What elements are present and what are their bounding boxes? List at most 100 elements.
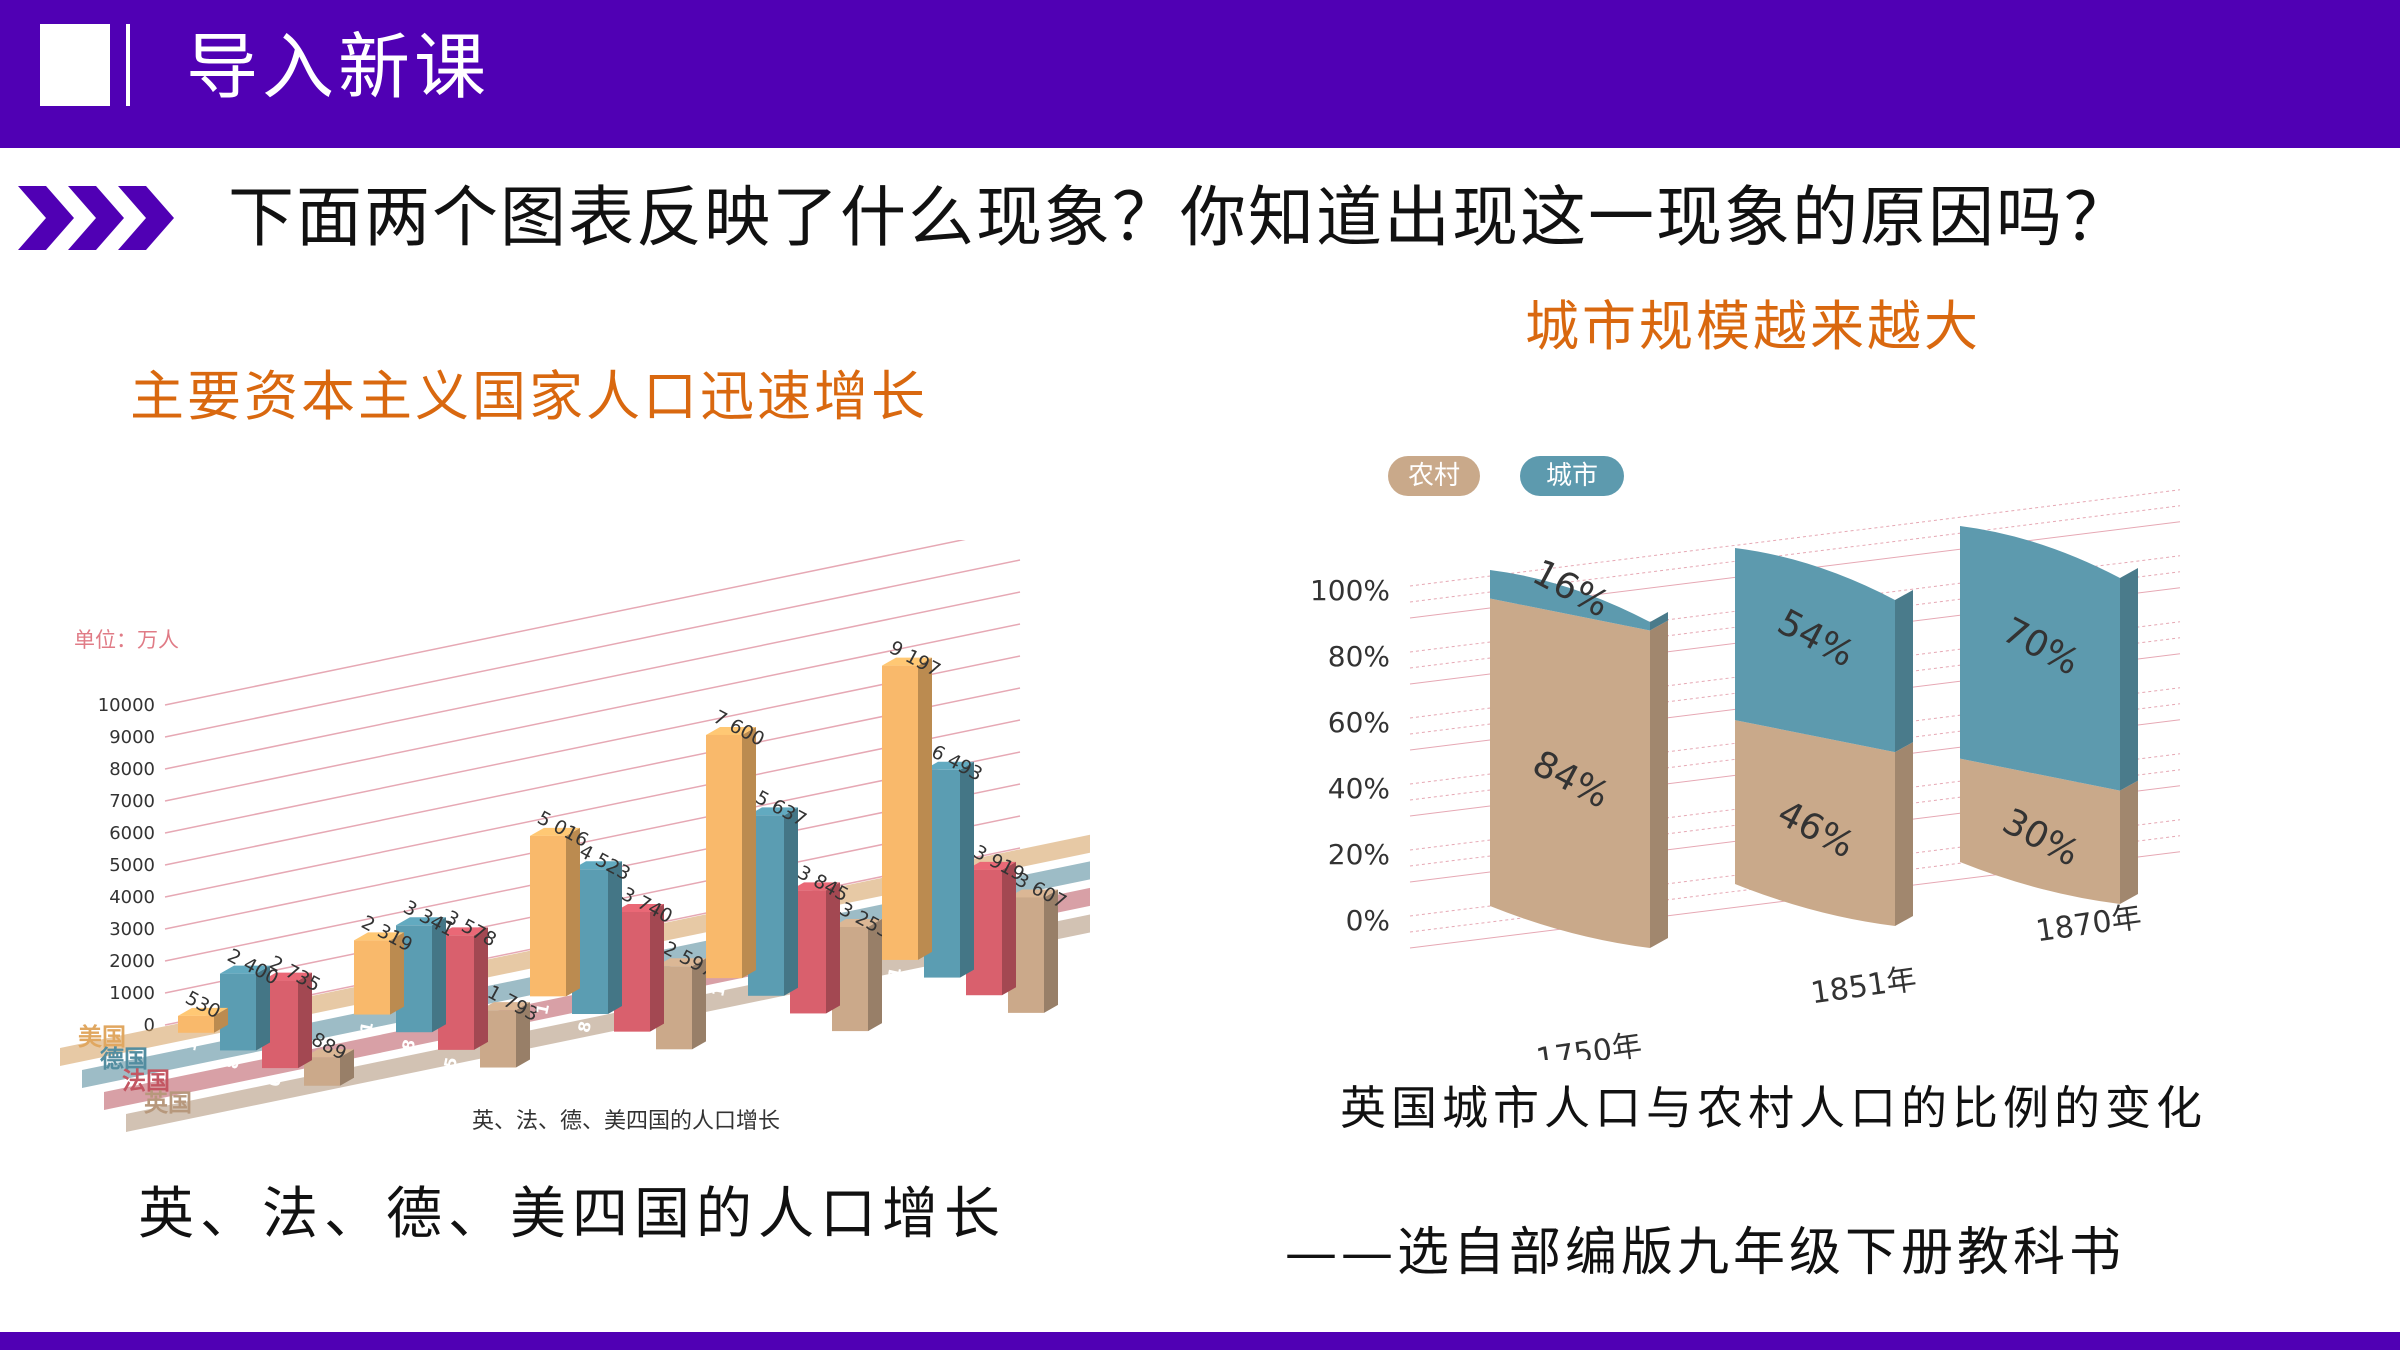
bar-side	[474, 927, 488, 1050]
bar-side	[608, 861, 622, 1015]
y-tick-label: 60%	[1328, 706, 1390, 739]
series-label: 德国	[100, 1045, 148, 1073]
year-digit: 0	[482, 1073, 503, 1088]
header-logo-stripe	[110, 24, 126, 106]
bar-side	[256, 965, 270, 1051]
bar-top	[572, 861, 622, 870]
y-tick-label: 1000	[109, 983, 155, 1004]
bar	[882, 665, 918, 960]
year-digit: 8	[574, 1019, 595, 1034]
population-growth-chart: 单位：万人01000200030004000500060007000800090…	[60, 540, 1090, 1134]
bar-side	[390, 932, 404, 1015]
header-bar: 导入新课	[0, 0, 2400, 148]
y-tick-label: 4000	[109, 887, 155, 908]
gridline	[164, 559, 1021, 738]
bar-side	[650, 903, 664, 1032]
bar-urban-side	[2120, 568, 2138, 791]
right-chart-title: 城市规模越来越大	[1525, 295, 1981, 358]
year-digit: 1	[708, 984, 729, 999]
bar-urban-side	[1895, 590, 1913, 753]
category-label: 1750年	[1534, 1028, 1644, 1060]
year-digit: 1	[968, 1001, 989, 1016]
year-digit: 0	[792, 1019, 813, 1034]
y-tick-label: 40%	[1328, 772, 1390, 805]
year-digit: 0	[834, 1037, 855, 1052]
bar-top	[178, 1007, 228, 1016]
bar-side	[340, 1049, 354, 1086]
header-logo-stripe-2	[126, 24, 130, 106]
y-tick-label: 20%	[1328, 838, 1390, 871]
chart-inner-caption: 英、法、德、美四国的人口增长	[472, 1109, 780, 1134]
year-digit: 8	[398, 1038, 419, 1053]
bar-side	[960, 761, 974, 978]
footer-bar	[0, 1332, 2400, 1350]
y-tick-label: 0%	[1346, 904, 1390, 937]
page-title: 导入新课	[186, 25, 491, 109]
category-label: 1870年	[2034, 900, 2144, 949]
bar	[530, 835, 566, 997]
bar-top	[304, 1049, 354, 1058]
y-tick-label: 100%	[1310, 574, 1390, 607]
bar-urban	[1735, 548, 1895, 753]
y-tick-label: 3000	[109, 919, 155, 940]
bar-rural	[1735, 720, 1895, 926]
urban-rural-ratio-chart: 农村 城市0%20%40%60%80%100% 16%84%1750年54%46%1…	[1310, 456, 2181, 1060]
gridline	[164, 591, 1021, 770]
gridline	[164, 719, 1021, 898]
year-digit: 9	[926, 983, 947, 998]
bar	[706, 734, 742, 979]
bar-side	[516, 1002, 530, 1068]
year-digit: 8	[222, 1056, 243, 1071]
bar-top	[220, 965, 270, 974]
year-digit: 1	[180, 1038, 201, 1053]
bar-rural	[1490, 598, 1650, 948]
year-digit: 1	[356, 1020, 377, 1035]
bar-rural-side	[2120, 780, 2138, 904]
question-text: 下面两个图表反映了什么现象？你知道出现这一现象的原因吗？	[228, 179, 2132, 256]
left-chart-title: 主要资本主义国家人口迅速增长	[130, 365, 928, 428]
bar-top	[1008, 889, 1058, 898]
bar	[354, 940, 390, 1015]
bar-top	[262, 972, 312, 981]
year-digit: 5	[440, 1055, 461, 1070]
year-digit: 1	[532, 1002, 553, 1017]
year-digit: 1	[884, 965, 905, 980]
bar-top	[530, 827, 580, 836]
y-tick-label: 6000	[109, 823, 155, 844]
bar	[304, 1057, 340, 1086]
bar-side	[868, 919, 882, 1032]
y-tick-label: 9000	[109, 727, 155, 748]
bar-side	[742, 726, 756, 979]
bar-rural-side	[1650, 620, 1668, 948]
header-logo-block	[40, 24, 122, 106]
y-tick-label: 2000	[109, 951, 155, 972]
legend-label-rural: 农村	[1408, 461, 1460, 491]
bar-top	[748, 807, 798, 816]
bar-top	[656, 958, 706, 967]
bar-side	[1002, 861, 1016, 996]
y-tick-label: 80%	[1328, 640, 1390, 673]
y-tick-label: 10000	[98, 695, 155, 716]
unit-label: 单位：万人	[74, 628, 179, 652]
gridline	[164, 623, 1021, 802]
series-label: 英国	[144, 1089, 192, 1117]
bar-top	[396, 917, 446, 926]
series-label: 美国	[78, 1023, 126, 1051]
y-tick-label: 8000	[109, 759, 155, 780]
bar-top	[614, 903, 664, 912]
bar-top	[924, 761, 974, 770]
bar-top	[354, 932, 404, 941]
bar-top	[882, 657, 932, 666]
legend-pill-urban	[1520, 456, 1624, 496]
legend-pill-rural	[1388, 456, 1480, 496]
bar-top	[966, 861, 1016, 870]
y-tick-label: 5000	[109, 855, 155, 876]
gridline	[164, 655, 1021, 834]
gridline	[164, 540, 966, 706]
bar-side	[692, 958, 706, 1050]
bar-top	[706, 726, 756, 735]
triple-chevron-right-icon	[18, 186, 174, 250]
year-digit: 0	[306, 1091, 327, 1106]
bar-top	[832, 919, 882, 928]
bar-urban-side	[1650, 612, 1668, 631]
